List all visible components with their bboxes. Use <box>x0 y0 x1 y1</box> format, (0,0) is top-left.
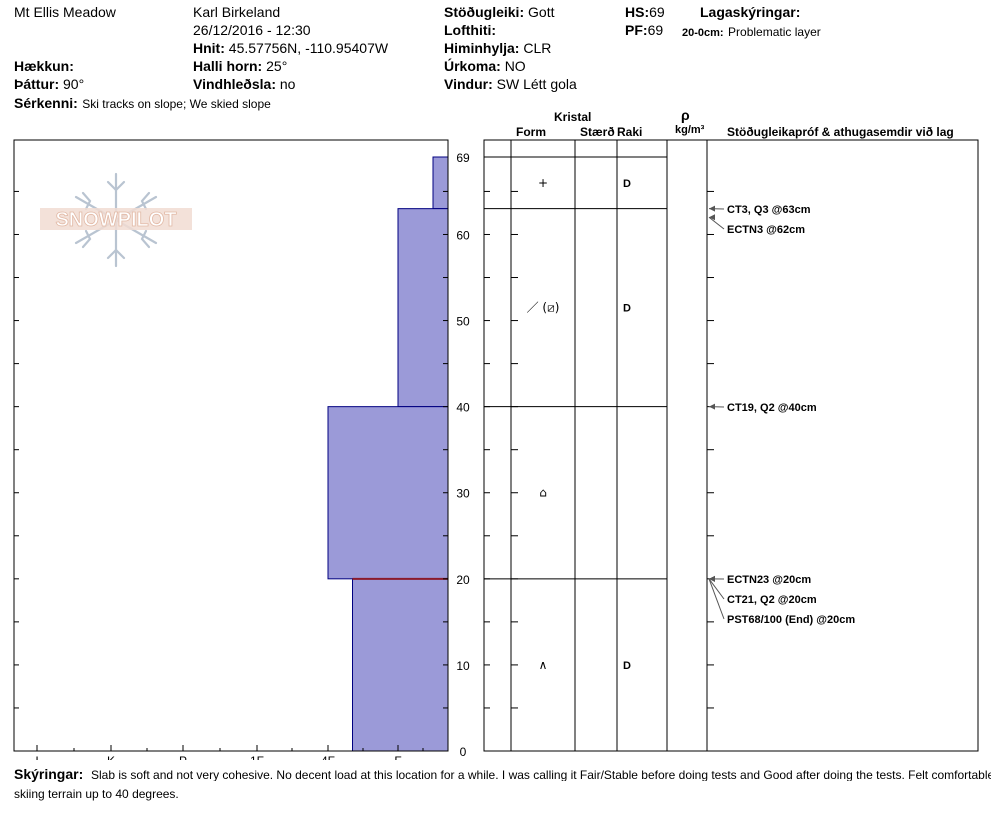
wind-loading: Vindhleðsla: no <box>193 77 295 91</box>
layer-note: 20-0cm: Problematic layer <box>682 24 821 40</box>
comments-line-1: Slab is soft and not very cohesive. No d… <box>91 769 991 781</box>
precip-label: Úrkoma: <box>444 58 501 74</box>
comments-label: Skýringar: <box>14 766 84 782</box>
snow-profile-chart: I K P 1F 4F F 0 10 20 30 40 50 60 69 + D ／ (⧄) D ⌂ ∧ D CT3, Q… <box>13 139 979 760</box>
size-header: Stærð <box>580 125 615 139</box>
hardness-tick-label: F <box>394 754 401 760</box>
hardness-tick-label: K <box>107 754 115 760</box>
layer-note-text: Problematic layer <box>728 25 821 39</box>
test-arrow-line <box>708 578 725 600</box>
moisture-label: D <box>623 303 631 315</box>
air-temperature: Lofthiti: <box>444 23 496 37</box>
tests-header: Stöðugleikapróf & athugasemdir við lag <box>727 125 954 139</box>
depth-label: 0 <box>460 745 467 759</box>
aspect: Þáttur: 90° <box>14 77 84 91</box>
features-label: Sérkenni: <box>14 95 78 111</box>
stability-label: Stöðugleiki: <box>444 4 525 20</box>
location-name: Mt Ellis Meadow <box>14 4 116 20</box>
penetration-foot: PF:69 <box>625 23 663 37</box>
air-temp-label: Lofthiti: <box>444 22 497 38</box>
depth-label: 20 <box>456 573 470 587</box>
elevation-label: Hækkun: <box>14 58 74 74</box>
snowflake-icon: SNOWPILOT <box>40 172 192 268</box>
grain-form-symbol: + <box>538 176 548 190</box>
stability-test-label: PST68/100 (End) @20cm <box>727 614 855 626</box>
pf-label: PF: <box>625 22 648 38</box>
stability-test-label: CT3, Q3 @63cm <box>727 204 811 216</box>
hardness-tick-label: 4F <box>321 754 335 760</box>
features-value: Ski tracks on slope; We skied slope <box>82 97 271 111</box>
stability-test-label: ECTN3 @62cm <box>727 224 805 236</box>
hs-label: HS: <box>625 4 650 20</box>
layer-note-range: 20-0cm: <box>682 27 724 39</box>
hardness-tick-label: I <box>35 754 38 760</box>
moisture-header: Raki <box>617 125 643 139</box>
stability-test-label: CT21, Q2 @20cm <box>727 594 817 606</box>
precip-value: NO <box>504 58 526 74</box>
moisture-label: D <box>623 178 631 190</box>
depth-label: 50 <box>456 315 470 329</box>
depth-label: 10 <box>456 659 470 673</box>
test-arrow-head <box>709 575 715 582</box>
stability-value: Gott <box>528 4 555 20</box>
coordinates: Hnit: 45.57756N, -110.95407W <box>193 41 388 55</box>
test-arrow-line <box>708 578 725 620</box>
density-symbol: ρ <box>681 107 690 123</box>
layer-notes-label: Lagaskýringar: <box>700 4 801 20</box>
depth-label: 69 <box>456 151 470 165</box>
precipitation: Úrkoma: NO <box>444 59 526 73</box>
elevation: Hækkun: <box>14 59 74 73</box>
hardness-bar <box>397 208 449 408</box>
test-arrow-head <box>709 403 715 410</box>
grain-form-symbol: ∧ <box>539 658 548 672</box>
depth-label: 60 <box>456 228 470 242</box>
hardness-tick-label: 1F <box>250 754 264 760</box>
wind-loading-value: no <box>279 76 296 92</box>
observer-name: Karl Birkeland <box>193 4 281 20</box>
sky-label: Himinhylja: <box>444 40 520 56</box>
coordinates-label: Hnit: <box>193 40 225 56</box>
sky-value: CLR <box>523 40 552 56</box>
wind-value: SW Létt gola <box>496 76 577 92</box>
wind-label: Vindur: <box>444 76 493 92</box>
aspect-value: 90° <box>63 76 85 92</box>
grain-form-symbol: ⌂ <box>539 486 547 500</box>
coordinates-value: 45.57756N, -110.95407W <box>228 40 389 56</box>
stability: Stöðugleiki: Gott <box>444 5 554 19</box>
hardness-bar <box>327 406 449 580</box>
wind: Vindur: SW Létt gola <box>444 77 577 91</box>
hardness-plot-frame <box>13 139 449 752</box>
hardness-bar <box>432 156 449 210</box>
stability-test-label: CT19, Q2 @40cm <box>727 402 817 414</box>
hardness-tick-label: P <box>179 754 187 760</box>
snow-height: HS:69 <box>625 5 665 19</box>
slope-label: Halli horn: <box>193 58 263 74</box>
features: Sérkenni: Ski tracks on slope; We skied … <box>14 96 271 112</box>
wind-loading-label: Vindhleðsla: <box>193 76 276 92</box>
test-arrow-line <box>708 216 725 230</box>
hardness-bar <box>352 578 449 752</box>
crystal-header: Kristal <box>554 110 592 124</box>
layer-table-frame <box>483 139 979 752</box>
moisture-label: D <box>623 660 631 672</box>
density-unit: kg/m³ <box>675 124 705 136</box>
form-header: Form <box>516 125 546 139</box>
snowpilot-logo: SNOWPILOT <box>36 172 196 268</box>
test-arrow-head <box>709 214 715 221</box>
comments-line-2: skiing terrain up to 40 degrees. <box>14 787 179 801</box>
pf-value: 69 <box>647 22 664 38</box>
depth-label: 30 <box>456 487 470 501</box>
aspect-label: Þáttur: <box>14 76 60 92</box>
depth-label: 40 <box>456 401 470 415</box>
hs-value: 69 <box>649 4 665 20</box>
stability-test-label: ECTN23 @20cm <box>727 574 811 586</box>
slope-value: 25° <box>266 58 288 74</box>
sky-cover: Himinhylja: CLR <box>444 41 551 55</box>
observation-datetime: 26/12/2016 - 12:30 <box>193 22 311 38</box>
slope-angle: Halli horn: 25° <box>193 59 287 73</box>
test-arrow-head <box>709 205 715 212</box>
logo-text: SNOWPILOT <box>55 209 176 231</box>
grain-form-symbol: ／ (⧄) <box>527 301 560 315</box>
